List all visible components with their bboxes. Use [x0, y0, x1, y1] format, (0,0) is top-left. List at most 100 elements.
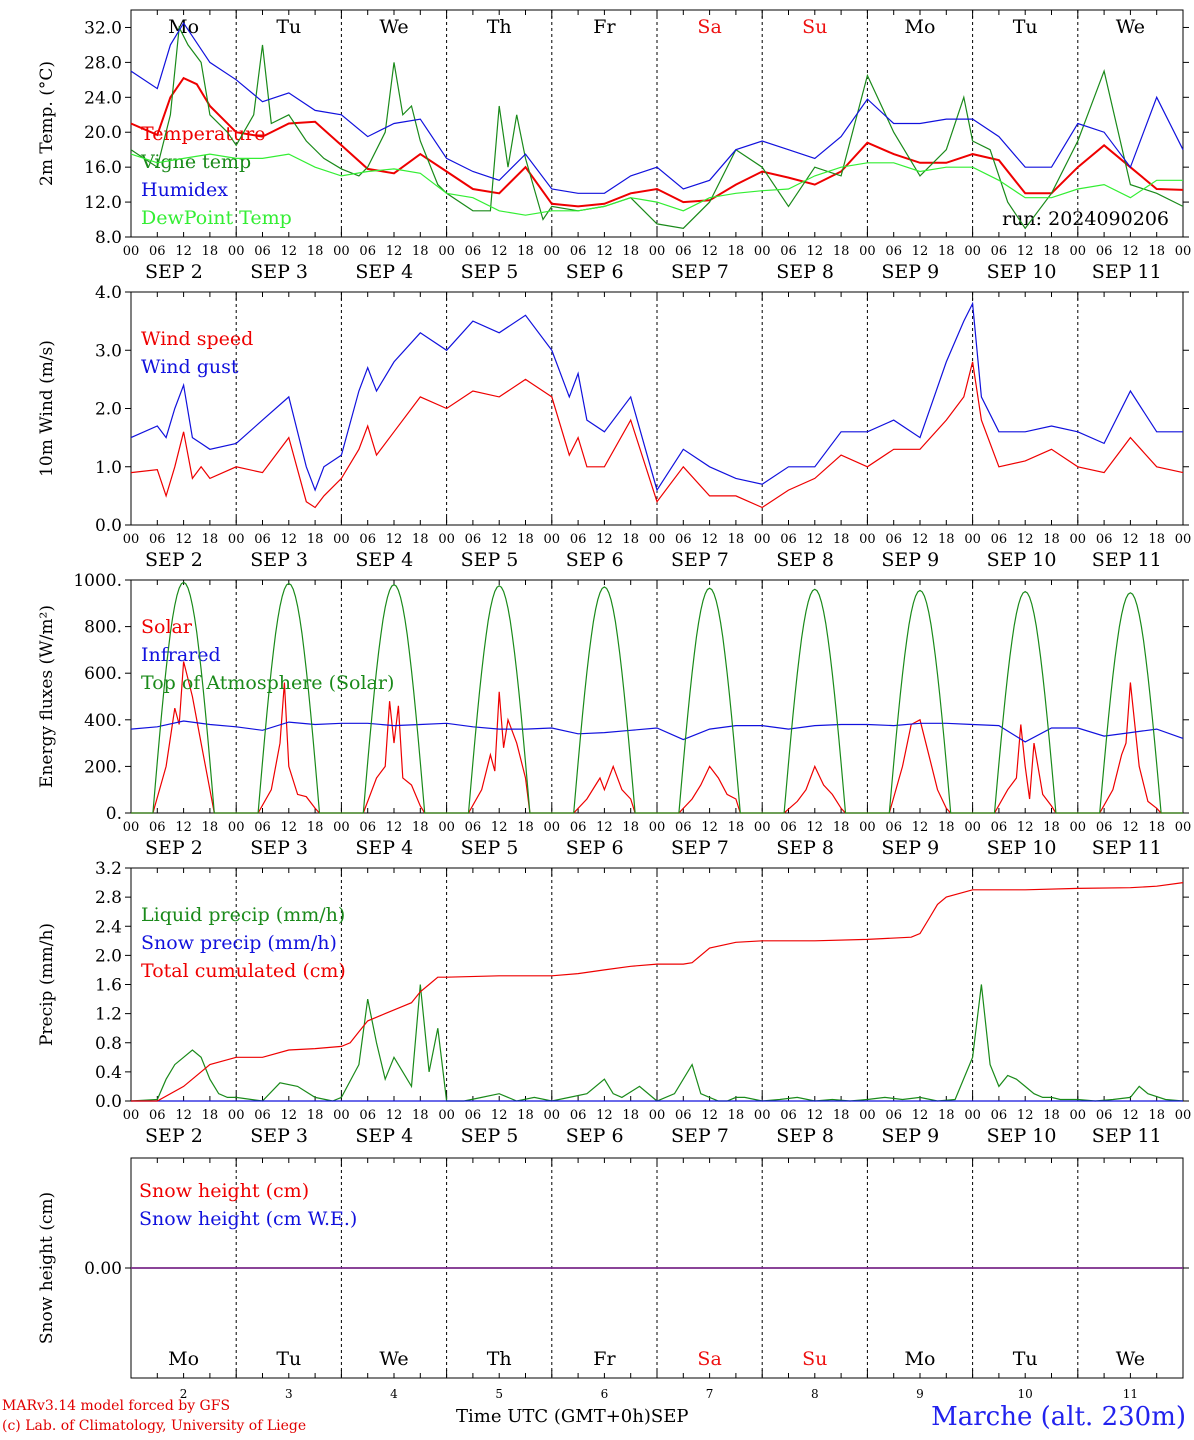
- day-name: Tu: [276, 1348, 301, 1370]
- hour-label: 00: [123, 244, 140, 259]
- day-name: We: [379, 1348, 408, 1370]
- y-tick-label: 1.6: [95, 976, 122, 996]
- panel-4: 0.0 0.4 0.8 1.2 1.6 2.0 2.4 2.8 3.2 Precip (mm/h)…: [37, 859, 1191, 1147]
- y-tick-label: 2.0: [95, 400, 122, 420]
- y-tick-label: 0.0: [95, 1092, 122, 1112]
- panel-5: 0.00 Snow height (cm) Mo Tu We Th Fr Sa Su Mo Tu We…: [37, 1157, 1189, 1401]
- date-label: SEP 3: [250, 837, 308, 859]
- date-label: SEP 8: [776, 261, 834, 283]
- hour-label: 12: [175, 1108, 192, 1123]
- hour-label: 12: [701, 244, 718, 259]
- hour-label: 00: [964, 244, 981, 259]
- hour-label: 06: [885, 820, 902, 835]
- date-label: SEP 8: [776, 837, 834, 859]
- hour-label: 00: [333, 244, 350, 259]
- y-tick-label: 0.00: [84, 1259, 122, 1279]
- hour-label: 00: [859, 532, 876, 547]
- hour-label: 18: [938, 820, 955, 835]
- hour-label: 12: [491, 532, 508, 547]
- series-line: [130, 361, 1184, 509]
- hour-label: 18: [1148, 820, 1165, 835]
- hour-label: 06: [1096, 1108, 1113, 1123]
- day-number: 10: [1018, 1387, 1033, 1401]
- x-axis-title: Time UTC (GMT+0h)SEP: [456, 1406, 688, 1427]
- hour-label: 18: [833, 1108, 850, 1123]
- hour-label: 18: [517, 244, 534, 259]
- legend-entry: Snow precip (mm/h): [141, 932, 337, 954]
- hour-label: 12: [175, 244, 192, 259]
- date-label: SEP 7: [671, 837, 729, 859]
- hour-label: 06: [149, 1108, 166, 1123]
- y-tick-label: 200.: [84, 757, 122, 777]
- hour-label: 00: [964, 820, 981, 835]
- hour-label: 06: [570, 244, 587, 259]
- hour-label: 06: [359, 532, 376, 547]
- hour-label: 06: [885, 244, 902, 259]
- date-label: SEP 4: [355, 261, 413, 283]
- hour-label: 06: [359, 1108, 376, 1123]
- y-tick-label: 800.: [84, 618, 122, 638]
- hour-label: 18: [202, 820, 219, 835]
- hour-label: 12: [701, 1108, 718, 1123]
- hour-label: 00: [228, 532, 245, 547]
- y-tick-label: 1000.: [73, 571, 122, 591]
- day-name: Th: [487, 1348, 512, 1370]
- hour-label: 00: [438, 820, 455, 835]
- hour-label: 12: [386, 1108, 403, 1123]
- hour-label: 18: [1148, 532, 1165, 547]
- hour-label: 12: [701, 820, 718, 835]
- hour-label: 06: [465, 1108, 482, 1123]
- hour-label: 18: [833, 532, 850, 547]
- hour-label: 00: [964, 1108, 981, 1123]
- hour-label: 00: [123, 1108, 140, 1123]
- hour-label: 00: [228, 1108, 245, 1123]
- date-label: SEP 11: [1092, 837, 1162, 859]
- day-number: 3: [285, 1387, 293, 1401]
- y-axis-label: Energy fluxes (W/m²): [37, 605, 57, 788]
- day-name: Fr: [593, 16, 616, 38]
- hour-label: 06: [1096, 244, 1113, 259]
- day-name: Fr: [593, 1348, 616, 1370]
- date-label: SEP 3: [250, 1125, 308, 1147]
- day-name: Tu: [1013, 16, 1038, 38]
- hour-label: 06: [254, 532, 271, 547]
- date-label: SEP 2: [145, 837, 203, 859]
- date-label: SEP 7: [671, 549, 729, 571]
- date-label: SEP 2: [145, 261, 203, 283]
- day-number: 5: [495, 1387, 503, 1401]
- hour-label: 18: [728, 532, 745, 547]
- hour-label: 18: [412, 1108, 429, 1123]
- hour-label: 18: [1043, 1108, 1060, 1123]
- hour-label: 06: [254, 820, 271, 835]
- y-tick-label: 8.0: [95, 228, 122, 248]
- hour-label: 00: [438, 1108, 455, 1123]
- date-label: SEP 6: [566, 837, 624, 859]
- day-number: 2: [180, 1387, 188, 1401]
- hour-label: 00: [123, 532, 140, 547]
- hour-label: 00: [438, 244, 455, 259]
- hour-label: 18: [412, 532, 429, 547]
- hour-label: 06: [570, 1108, 587, 1123]
- hour-label: 18: [307, 1108, 324, 1123]
- y-tick-label: 0.8: [95, 1034, 122, 1054]
- hour-label: 12: [386, 244, 403, 259]
- hour-label: 06: [465, 532, 482, 547]
- hour-label: 06: [780, 532, 797, 547]
- date-label: SEP 10: [987, 261, 1057, 283]
- series-line: [130, 25, 1184, 230]
- date-label: SEP 5: [461, 837, 519, 859]
- hour-label: 12: [807, 820, 824, 835]
- hour-label: 06: [675, 532, 692, 547]
- date-label: SEP 6: [566, 549, 624, 571]
- hour-label: 06: [465, 244, 482, 259]
- day-number: 9: [916, 1387, 924, 1401]
- hour-label: 12: [281, 532, 298, 547]
- hour-label: 18: [202, 532, 219, 547]
- hour-label: 18: [517, 532, 534, 547]
- day-name: Mo: [168, 1348, 199, 1370]
- hour-label: 00: [544, 820, 561, 835]
- day-name: Su: [802, 1348, 827, 1370]
- hour-label: 18: [1148, 1108, 1165, 1123]
- hour-label: 00: [123, 820, 140, 835]
- hour-label: 12: [701, 532, 718, 547]
